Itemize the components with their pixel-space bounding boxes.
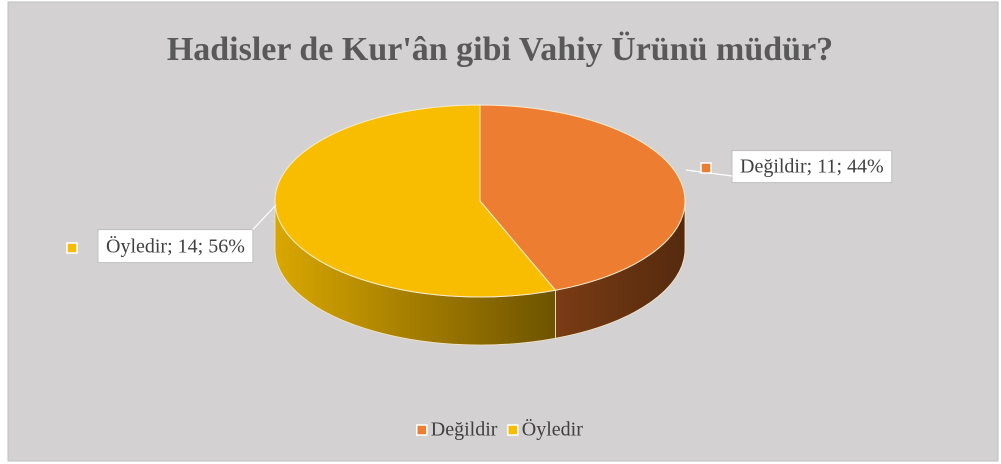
legend: Değildir Öyledir xyxy=(416,418,583,441)
data-label-box xyxy=(97,229,254,264)
data-label-box xyxy=(731,150,893,184)
legend-label: Değildir xyxy=(431,419,498,441)
legend-label: Öyledir xyxy=(522,418,583,441)
data-labels: Değildir; 11; 44% Öyledir; 14; 56% xyxy=(66,150,893,264)
pie-tops xyxy=(274,104,686,298)
pie-slice xyxy=(274,104,557,298)
data-label: Öyledir; 14; 56% xyxy=(106,235,245,258)
pie-slice xyxy=(479,104,686,291)
legend-swatch xyxy=(507,424,519,436)
data-label: Değildir; 11; 44% xyxy=(740,156,884,178)
leader-line xyxy=(252,204,277,231)
legend-swatch xyxy=(416,424,428,436)
label-key xyxy=(700,162,712,174)
label-key xyxy=(66,242,78,254)
chart-title: Hadisler de Kur'ân gibi Vahiy Ürünü müdü… xyxy=(167,31,833,68)
